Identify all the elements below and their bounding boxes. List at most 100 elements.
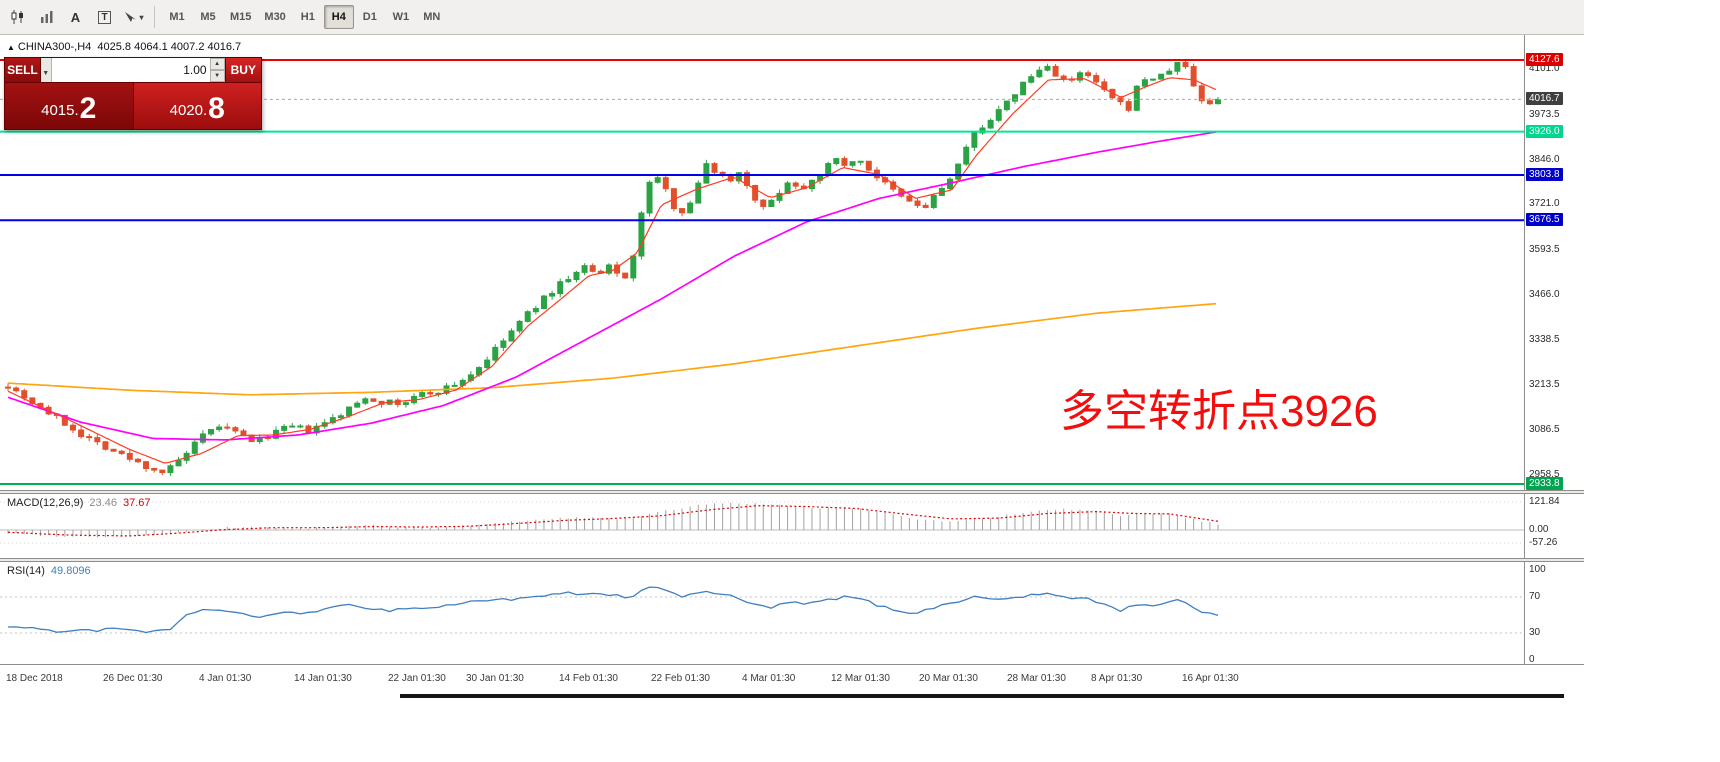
horizontal-scrollbar[interactable] [0, 692, 1584, 700]
price-tick: 3846.0 [1529, 154, 1560, 166]
price-tick: 3338.5 [1529, 334, 1560, 346]
macd-name: MACD(12,26,9) [7, 497, 84, 509]
price-tick: 3721.0 [1529, 198, 1560, 210]
time-label: 18 Dec 2018 [6, 673, 63, 684]
time-label: 20 Mar 01:30 [919, 673, 978, 684]
trade-prices-row: 4015. 2 4020. 8 [5, 82, 261, 129]
rsi-axis-tick: 30 [1529, 627, 1541, 638]
sell-price[interactable]: 4015. 2 [5, 83, 134, 129]
rsi-axis-tick: 0 [1529, 654, 1535, 665]
rsi-chart-canvas[interactable] [0, 562, 1584, 664]
timeframe-button-m30[interactable]: M30 [258, 5, 291, 29]
buy-button[interactable]: BUY [225, 58, 261, 82]
panel-resize-divider[interactable] [0, 558, 1584, 562]
sell-price-big-digit: 2 [79, 92, 97, 125]
volume-input[interactable] [51, 58, 210, 82]
price-tick: 3213.5 [1529, 378, 1560, 390]
rsi-label: RSI(14) 49.8096 [7, 565, 91, 577]
timeframe-button-m1[interactable]: M1 [162, 5, 192, 29]
volume-decrease-button[interactable]: ▼ [209, 70, 225, 82]
rsi-axis-tick: 70 [1529, 591, 1541, 602]
textbox-annotation-icon-button[interactable]: T [91, 4, 118, 30]
timeframe-button-m15[interactable]: M15 [224, 5, 257, 29]
price-tick: 3466.0 [1529, 289, 1560, 300]
textbox-annotation-icon: T [98, 10, 111, 24]
price-tick: 3973.5 [1529, 108, 1560, 120]
chart-symbol-marker-icon: ▲ [7, 43, 15, 52]
sell-price-main: 4015. [41, 102, 79, 119]
chart-symbol-label: CHINA300-,H4 [17, 41, 92, 53]
bar-chart-style-icon-button[interactable] [33, 4, 60, 30]
macd-axis-tick: -57.26 [1529, 537, 1558, 549]
time-label: 30 Jan 01:30 [466, 673, 524, 684]
timeframe-button-h4[interactable]: H4 [323, 5, 354, 29]
price-level-badge: 3676.5 [1526, 213, 1563, 227]
timeframe-button-d1[interactable]: D1 [355, 5, 385, 29]
timeframe-toolbar: M1 M5 M15 M30 H1 H4 D1 W1 MN [162, 5, 447, 29]
text-annotation-icon: A [70, 9, 81, 25]
price-tick: 3593.5 [1529, 243, 1560, 255]
chart-ohlc-values: 4025.8 4064.1 4007.2 4016.7 [97, 41, 242, 53]
rsi-name: RSI(14) [7, 565, 45, 577]
macd-panel: MACD(12,26,9) 23.46 37.67 121.84 0.00 -57.26 [0, 494, 1584, 558]
rsi-axis-tick: 100 [1529, 564, 1546, 575]
buy-price-main: 4020. [169, 102, 208, 119]
panel-resize-divider[interactable] [0, 490, 1584, 494]
rsi-value: 49.8096 [50, 565, 91, 577]
text-annotation-icon-button[interactable]: A [62, 4, 89, 30]
time-label: 4 Mar 01:30 [742, 673, 796, 684]
horizontal-scrollbar-thumb[interactable] [400, 694, 1564, 698]
candlestick-style-icon-button[interactable] [4, 4, 31, 30]
toolbar-separator [154, 6, 155, 28]
rsi-panel: RSI(14) 49.8096 100 70 30 0 [0, 562, 1584, 665]
time-label: 22 Jan 01:30 [388, 673, 446, 684]
buy-price-big-digit: 8 [208, 92, 225, 125]
macd-label: MACD(12,26,9) 23.46 37.67 [7, 497, 150, 509]
time-label: 14 Jan 01:30 [294, 673, 352, 684]
timeframe-button-m5[interactable]: M5 [193, 5, 223, 29]
bar-chart-style-icon [40, 10, 54, 24]
candlestick-chart-canvas[interactable] [0, 35, 1584, 490]
price-level-badge: 4127.6 [1526, 53, 1563, 67]
macd-chart-canvas[interactable] [0, 494, 1584, 558]
chart-tools-group: A T ▾ [4, 4, 147, 30]
drawing-tools-icon-button[interactable]: ▾ [120, 4, 147, 30]
time-label: 12 Mar 01:30 [831, 673, 890, 684]
time-label: 14 Feb 01:30 [559, 673, 618, 684]
time-label: 26 Dec 01:30 [103, 673, 163, 684]
price-level-badge: 3803.8 [1526, 168, 1563, 182]
sell-button[interactable]: SELL [5, 58, 41, 82]
chevron-down-icon: ▼ [42, 69, 50, 77]
price-tick: 4101.0 [1529, 63, 1560, 75]
price-tick: 3086.5 [1529, 423, 1560, 435]
candlestick-style-icon [10, 10, 26, 24]
chart-text-annotation: 多空转折点3926 [1060, 387, 1378, 436]
volume-spinner: ▲ ▼ [209, 58, 225, 82]
time-label: 28 Mar 01:30 [1007, 673, 1066, 684]
macd-main-value: 23.46 [89, 497, 117, 509]
timeframe-button-h1[interactable]: H1 [293, 5, 323, 29]
chart-title: ▲ CHINA300-,H4 4025.8 4064.1 4007.2 4016.… [7, 41, 241, 53]
drawing-tools-icon: ▾ [123, 11, 144, 24]
volume-field-wrap: ▲ ▼ [51, 58, 226, 82]
time-label: 4 Jan 01:30 [199, 673, 252, 684]
price-level-badge: 2933.8 [1526, 477, 1563, 491]
time-label: 16 Apr 01:30 [1182, 673, 1239, 684]
price-level-badge: 3926.0 [1526, 124, 1563, 138]
trade-controls-row: SELL ▼ ▲ ▼ BUY [5, 58, 261, 82]
buy-price[interactable]: 4020. 8 [133, 83, 261, 129]
timeframe-button-w1[interactable]: W1 [386, 5, 416, 29]
time-label: 8 Apr 01:30 [1091, 673, 1143, 684]
main-chart-panel: ▲ CHINA300-,H4 4025.8 4064.1 4007.2 4016.… [0, 35, 1584, 491]
macd-signal-value: 37.67 [122, 497, 151, 509]
time-axis: 18 Dec 2018 26 Dec 01:30 4 Jan 01:30 14 Jan… [0, 664, 1584, 691]
toolbar: A T ▾ M1 M5 M15 M30 H1 H4 D1 W1 MN [0, 0, 1584, 35]
macd-axis-tick: 0.00 [1529, 524, 1549, 535]
one-click-trading-panel: SELL ▼ ▲ ▼ BUY 4015.2 4020.8 [4, 57, 262, 130]
macd-axis-tick: 121.84 [1529, 495, 1560, 507]
volume-increase-button[interactable]: ▲ [209, 58, 225, 70]
timeframe-button-mn[interactable]: MN [417, 5, 447, 29]
price-tick: 2958.5 [1529, 469, 1560, 481]
volume-dropdown-button[interactable]: ▼ [40, 58, 52, 82]
